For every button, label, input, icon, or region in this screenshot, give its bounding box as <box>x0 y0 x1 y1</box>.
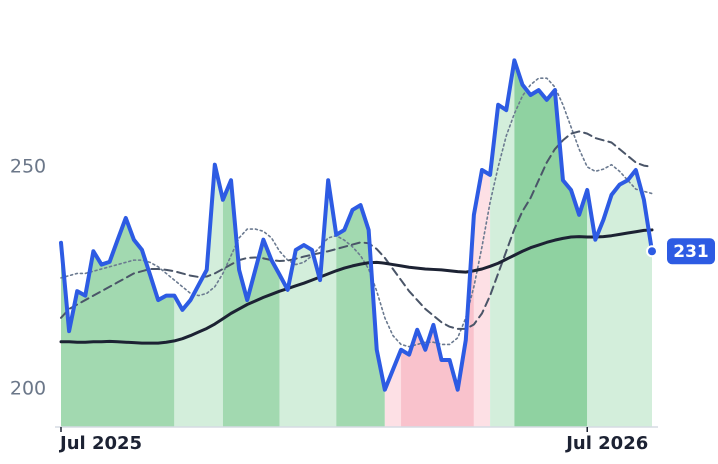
price-badge-label: 231 <box>673 242 709 262</box>
regime-band <box>490 60 515 427</box>
series-line <box>60 130 653 330</box>
y-tick-label: 200 <box>10 377 46 399</box>
y-tick-label: 250 <box>10 155 46 177</box>
regime-band <box>279 180 337 427</box>
last-point <box>646 245 658 258</box>
regime-band <box>336 205 385 427</box>
series-line <box>60 77 653 348</box>
x-tick-label: Jul 2026 <box>564 433 648 454</box>
regime-band <box>401 214 474 427</box>
x-tick-label: Jul 2025 <box>58 433 142 454</box>
price-badge <box>667 238 715 265</box>
series-line <box>59 58 654 392</box>
regime-band <box>514 60 588 427</box>
regime-band <box>61 217 175 427</box>
regime-band <box>384 349 402 427</box>
series-line <box>59 228 654 345</box>
regime-band <box>473 170 491 427</box>
regime-band <box>587 170 652 427</box>
